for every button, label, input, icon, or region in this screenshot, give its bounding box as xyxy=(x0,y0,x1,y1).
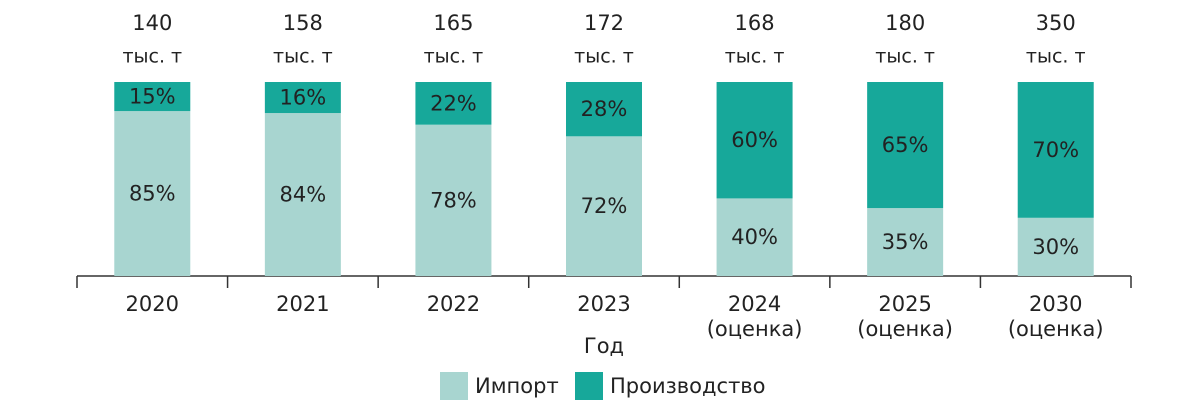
x-tick-label: 2024 (оценка) xyxy=(707,292,803,341)
data-label: 28% xyxy=(581,97,628,121)
bar-segment xyxy=(114,82,191,112)
bar-segment xyxy=(867,208,944,276)
total-label: 168 xyxy=(735,11,775,35)
legend-swatch xyxy=(575,372,603,400)
x-axis-title: Год xyxy=(584,334,624,358)
data-label: 22% xyxy=(430,91,477,115)
total-label: 350 xyxy=(1036,11,1076,35)
total-label: 172 xyxy=(584,11,624,35)
bar-segment xyxy=(867,82,944,209)
legend-label: Импорт xyxy=(475,374,559,398)
x-tick-label: 2023 xyxy=(577,292,630,316)
x-tick-label: 2030 (оценка) xyxy=(1008,292,1104,341)
total-unit: тыс. т xyxy=(122,46,182,68)
total-unit: тыс. т xyxy=(875,46,935,68)
total-label: 158 xyxy=(283,11,323,35)
data-label: 65% xyxy=(882,133,929,157)
data-label: 16% xyxy=(280,86,327,110)
data-label: 40% xyxy=(731,225,778,249)
bar-segment xyxy=(264,113,341,276)
total-unit: тыс. т xyxy=(725,46,785,68)
x-tick-label: 2025 (оценка) xyxy=(857,292,953,341)
bar-segment xyxy=(1017,217,1094,276)
data-label: 60% xyxy=(731,128,778,152)
bar-segment xyxy=(415,124,492,277)
x-tick-label: 2020 xyxy=(126,292,179,316)
total-unit: тыс. т xyxy=(1026,46,1086,68)
data-label: 30% xyxy=(1032,235,1079,259)
legend-label: Производство xyxy=(610,374,766,398)
bar-segment xyxy=(566,136,642,276)
total-label: 140 xyxy=(132,11,172,35)
x-tick-label: 2021 xyxy=(276,292,329,316)
total-label: 180 xyxy=(885,11,925,35)
bar-segment xyxy=(1017,82,1094,218)
data-label: 78% xyxy=(430,188,477,212)
total-unit: тыс. т xyxy=(424,46,484,68)
bar-segment xyxy=(415,82,492,125)
bar-segment xyxy=(716,198,793,276)
total-unit: тыс. т xyxy=(273,46,333,68)
data-label: 15% xyxy=(129,85,176,109)
bar-segment xyxy=(716,82,793,199)
bar-segment xyxy=(114,111,191,276)
data-label: 70% xyxy=(1032,138,1079,162)
legend-swatch xyxy=(440,372,468,400)
bar-segment xyxy=(264,82,341,114)
total-unit: тыс. т xyxy=(574,46,634,68)
data-label: 84% xyxy=(280,183,327,207)
data-label: 35% xyxy=(882,230,929,254)
x-tick-label: 2022 xyxy=(427,292,480,316)
total-label: 165 xyxy=(433,11,473,35)
bar-segment xyxy=(566,82,642,137)
data-label: 72% xyxy=(581,194,628,218)
data-label: 85% xyxy=(129,182,176,206)
